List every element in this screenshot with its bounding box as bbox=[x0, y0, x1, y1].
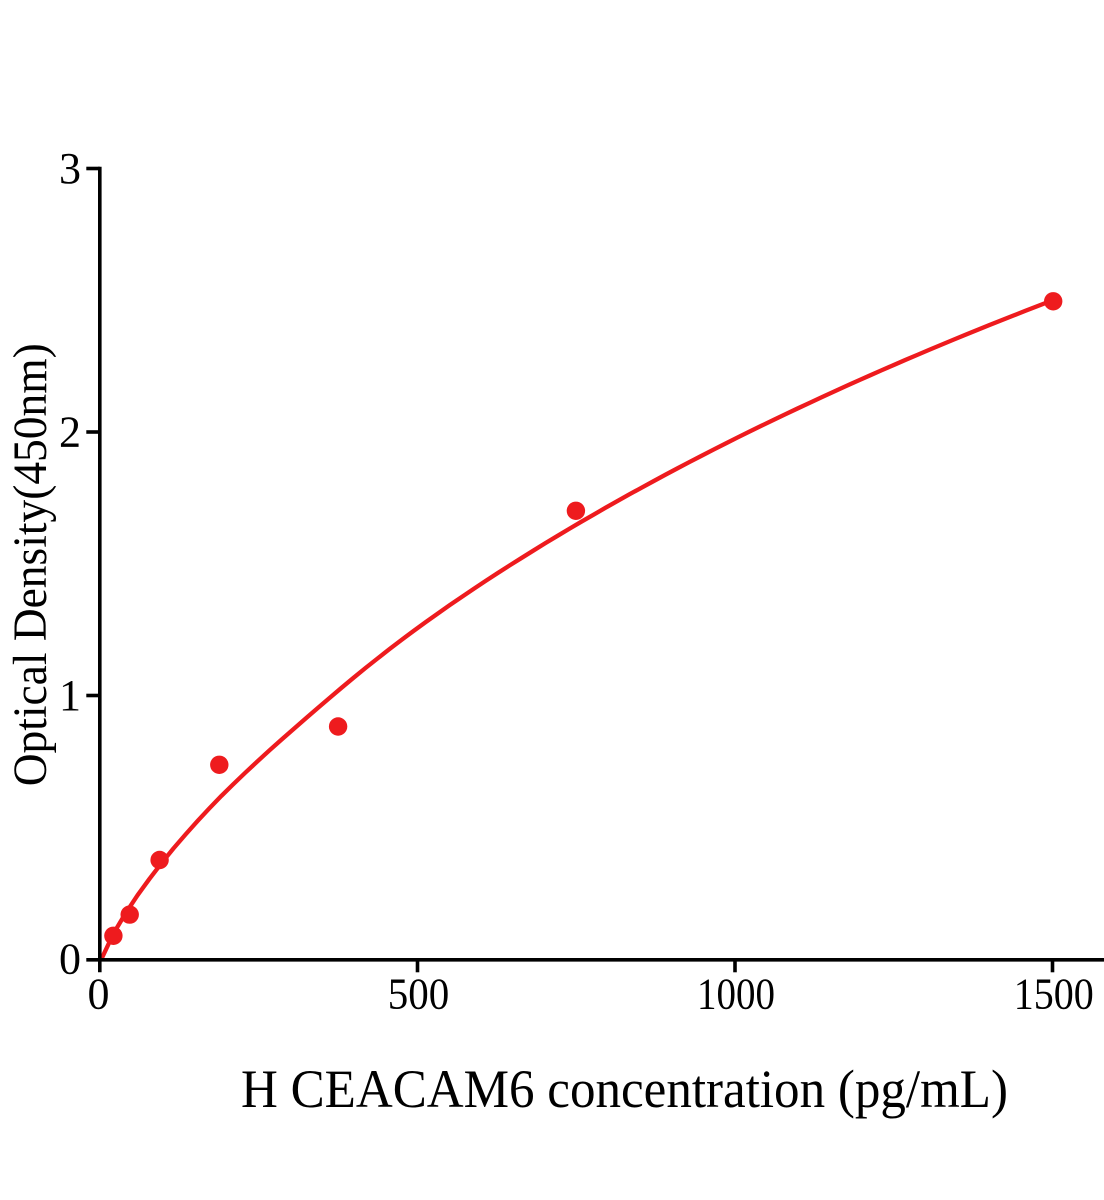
svg-text:Optical Density(450nm): Optical Density(450nm) bbox=[4, 343, 57, 786]
svg-text:1: 1 bbox=[59, 671, 81, 720]
svg-text:500: 500 bbox=[388, 970, 450, 1019]
svg-text:1000: 1000 bbox=[697, 970, 775, 1019]
svg-text:0: 0 bbox=[59, 935, 81, 984]
svg-text:2: 2 bbox=[59, 408, 81, 457]
svg-text:3: 3 bbox=[59, 144, 81, 193]
svg-text:0: 0 bbox=[88, 970, 110, 1019]
svg-text:1500: 1500 bbox=[1014, 970, 1094, 1019]
svg-text:H CEACAM6 concentration (pg/mL: H CEACAM6 concentration (pg/mL) bbox=[241, 1059, 1008, 1119]
